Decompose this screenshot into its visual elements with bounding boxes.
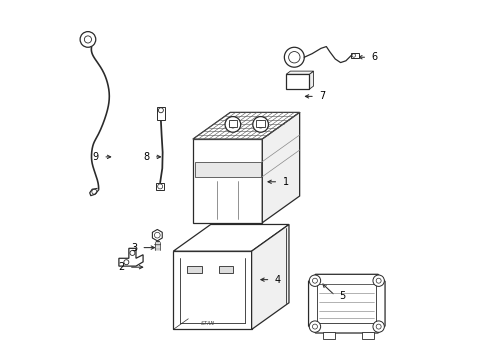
- Text: 1: 1: [282, 177, 288, 187]
- Circle shape: [308, 275, 320, 287]
- Circle shape: [224, 117, 240, 132]
- Text: STAN: STAN: [200, 321, 214, 326]
- Bar: [194, 162, 260, 177]
- Bar: [187, 266, 201, 273]
- Text: 6: 6: [371, 52, 377, 62]
- Text: 9: 9: [93, 152, 99, 162]
- Bar: [322, 332, 335, 339]
- Circle shape: [284, 47, 304, 67]
- Circle shape: [308, 321, 320, 332]
- Bar: [361, 332, 374, 339]
- Polygon shape: [152, 229, 162, 241]
- Polygon shape: [173, 251, 251, 329]
- Text: 4: 4: [274, 275, 280, 285]
- Polygon shape: [308, 71, 313, 89]
- Bar: [218, 266, 232, 273]
- Polygon shape: [119, 248, 143, 266]
- Polygon shape: [192, 139, 262, 223]
- Polygon shape: [285, 71, 313, 74]
- Bar: [156, 107, 165, 120]
- Polygon shape: [308, 274, 384, 333]
- Polygon shape: [192, 112, 299, 139]
- Bar: [317, 284, 375, 323]
- Bar: [228, 121, 237, 127]
- Text: 3: 3: [131, 243, 137, 253]
- Text: 7: 7: [319, 91, 325, 102]
- Polygon shape: [173, 225, 288, 251]
- Circle shape: [80, 32, 96, 47]
- Polygon shape: [251, 225, 288, 329]
- Bar: [256, 121, 264, 127]
- Circle shape: [229, 121, 236, 128]
- Circle shape: [372, 321, 384, 332]
- Circle shape: [372, 275, 384, 287]
- Text: 5: 5: [339, 291, 345, 301]
- Bar: [156, 183, 164, 190]
- Text: 8: 8: [143, 152, 149, 162]
- Circle shape: [257, 121, 264, 128]
- Text: 2: 2: [118, 262, 124, 272]
- Bar: [350, 53, 358, 58]
- Circle shape: [252, 117, 268, 132]
- Polygon shape: [262, 112, 299, 223]
- Bar: [285, 74, 308, 89]
